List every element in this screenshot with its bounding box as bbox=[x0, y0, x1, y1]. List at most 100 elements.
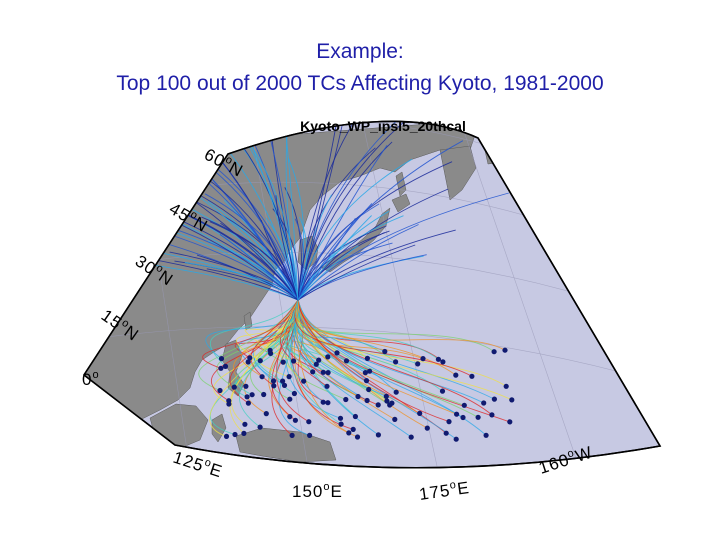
genesis-point bbox=[362, 370, 368, 376]
cyclone-track bbox=[297, 141, 393, 301]
genesis-point bbox=[509, 397, 515, 403]
cyclone-track bbox=[297, 224, 419, 301]
cyclone-track bbox=[297, 299, 450, 423]
cyclone-track bbox=[238, 299, 299, 428]
genesis-point bbox=[420, 356, 426, 362]
genesis-point bbox=[507, 419, 513, 425]
cyclone-track bbox=[297, 140, 464, 301]
genesis-point bbox=[241, 430, 247, 436]
genesis-point bbox=[352, 413, 358, 420]
genesis-point bbox=[461, 402, 467, 408]
genesis-point bbox=[245, 359, 251, 365]
genesis-point bbox=[375, 432, 381, 438]
genesis-point bbox=[247, 355, 253, 361]
genesis-point bbox=[489, 412, 495, 418]
genesis-point bbox=[291, 390, 297, 397]
genesis-point bbox=[232, 431, 238, 438]
genesis-point bbox=[223, 433, 230, 439]
genesis-point bbox=[491, 396, 497, 402]
cyclone-track bbox=[209, 299, 299, 435]
cyclone-track bbox=[297, 299, 457, 415]
genesis-point bbox=[270, 378, 277, 384]
cyclone-track bbox=[294, 299, 473, 377]
genesis-point bbox=[289, 432, 295, 438]
cyclone-track bbox=[297, 244, 416, 301]
slide-title-line2: Top 100 out of 2000 TCs Affecting Kyoto,… bbox=[116, 72, 604, 95]
genesis-point bbox=[218, 356, 225, 362]
cyclone-track bbox=[297, 230, 390, 301]
genesis-point bbox=[491, 349, 497, 355]
cyclone-track bbox=[297, 299, 493, 416]
genesis-point bbox=[481, 400, 487, 406]
genesis-point bbox=[446, 419, 452, 425]
cyclone-track bbox=[285, 121, 299, 301]
genesis-point bbox=[393, 359, 399, 365]
genesis-point bbox=[242, 421, 248, 427]
cyclone-track bbox=[246, 139, 299, 301]
cyclone-track bbox=[297, 245, 359, 301]
cyclone-track bbox=[297, 215, 372, 301]
genesis-point bbox=[337, 415, 344, 421]
genesis-point bbox=[415, 361, 421, 367]
genesis-point bbox=[316, 357, 322, 363]
genesis-point bbox=[291, 358, 297, 364]
genesis-point bbox=[292, 417, 298, 423]
cyclone-track bbox=[297, 145, 388, 301]
genesis-point bbox=[286, 374, 292, 380]
genesis-point bbox=[259, 374, 265, 380]
genesis-point bbox=[383, 393, 389, 399]
genesis-point bbox=[502, 347, 508, 353]
genesis-point bbox=[454, 411, 460, 417]
genesis-point bbox=[310, 369, 316, 375]
lon-label-150e: 150oE bbox=[292, 481, 343, 501]
genesis-point bbox=[261, 391, 267, 398]
genesis-point bbox=[483, 432, 489, 438]
cyclone-track bbox=[288, 299, 342, 425]
japan-islands bbox=[321, 207, 391, 273]
cyclone-track bbox=[293, 299, 424, 360]
genesis-point bbox=[245, 400, 251, 406]
genesis-point bbox=[249, 392, 255, 398]
genesis-point bbox=[307, 432, 313, 438]
genesis-point bbox=[226, 398, 232, 404]
genesis-point bbox=[417, 410, 423, 416]
slide-title: Example: Top 100 out of 2000 TCs Affecti… bbox=[0, 36, 720, 100]
cyclone-track bbox=[297, 158, 413, 301]
genesis-point bbox=[469, 373, 475, 379]
genesis-point bbox=[325, 400, 331, 406]
genesis-point bbox=[281, 382, 288, 388]
map-title: Kyoto_WP_ipsl5_20thcal bbox=[300, 118, 466, 134]
cyclone-track bbox=[297, 203, 380, 301]
genesis-point bbox=[257, 424, 263, 430]
genesis-point bbox=[346, 430, 352, 436]
cyclone-track bbox=[202, 299, 299, 369]
genesis-point bbox=[453, 436, 459, 442]
lat-label-0: 0o bbox=[82, 369, 100, 389]
genesis-point bbox=[363, 378, 370, 384]
map-border bbox=[82, 120, 662, 469]
genesis-point bbox=[324, 383, 330, 389]
cyclone-track bbox=[292, 299, 367, 381]
genesis-point bbox=[287, 396, 293, 402]
genesis-point bbox=[271, 383, 277, 389]
genesis-point bbox=[440, 359, 446, 365]
genesis-point bbox=[366, 386, 372, 393]
cyclone-tracks bbox=[84, 121, 512, 440]
genesis-point bbox=[320, 399, 326, 405]
genesis-point bbox=[263, 411, 269, 417]
cyclone-track bbox=[265, 121, 299, 301]
genesis-point bbox=[364, 355, 370, 361]
genesis-point bbox=[443, 430, 449, 436]
genesis-point bbox=[325, 370, 331, 376]
cyclone-track bbox=[244, 130, 299, 301]
genesis-point bbox=[243, 383, 249, 389]
genesis-point bbox=[257, 358, 263, 364]
genesis-point bbox=[222, 363, 229, 369]
genesis-point bbox=[320, 369, 326, 375]
genesis-point bbox=[338, 421, 344, 427]
genesis-point bbox=[267, 347, 273, 353]
genesis-point bbox=[350, 426, 356, 432]
cyclone-track bbox=[289, 299, 324, 403]
slide-title-line1: Example: bbox=[316, 40, 404, 63]
genesis-point bbox=[424, 425, 430, 431]
